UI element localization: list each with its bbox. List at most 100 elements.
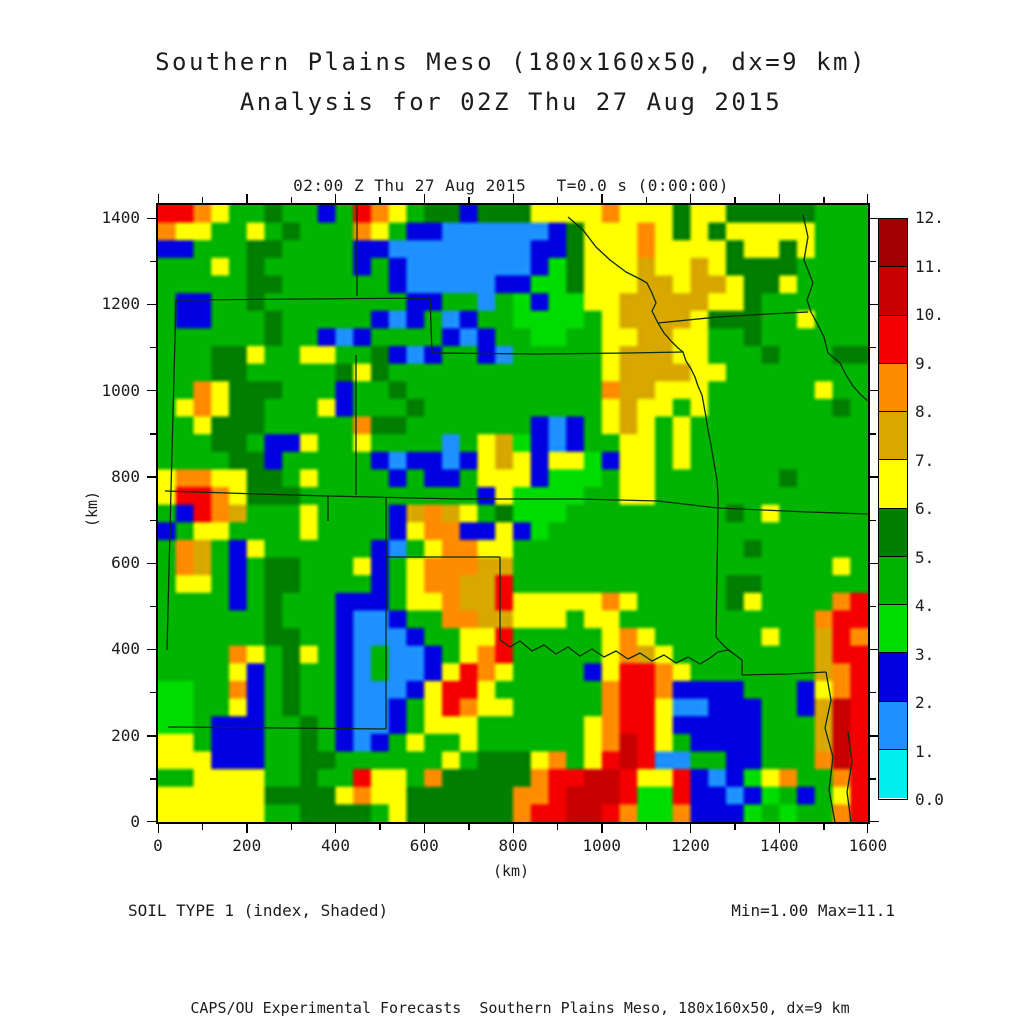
axis-tick — [201, 824, 204, 830]
axis-tick — [147, 217, 156, 219]
axis-tick — [246, 194, 248, 203]
axis-tick — [150, 346, 156, 349]
state-border-line — [167, 726, 387, 730]
field-label: SOIL TYPE 1 (index, Shaded) — [128, 901, 389, 920]
colorbar-label: 12. — [915, 208, 944, 227]
state-border-line — [715, 509, 719, 638]
state-border-line — [175, 297, 431, 301]
axis-tick — [870, 519, 876, 521]
axis-tick — [147, 476, 156, 478]
y-tick-label: 600 — [111, 553, 140, 573]
x-tick-label: 200 — [232, 836, 262, 855]
y-tick-label: 800 — [111, 466, 140, 486]
axis-tick — [645, 824, 648, 830]
colorbar-block — [879, 412, 907, 461]
axis-tick — [734, 197, 736, 203]
state-borders-overlay — [164, 205, 868, 822]
axis-tick — [147, 390, 156, 392]
axis-tick — [512, 824, 514, 833]
colorbar-block — [879, 749, 907, 798]
axis-tick — [150, 519, 156, 521]
axis-tick — [157, 824, 159, 833]
axis-tick — [147, 303, 156, 306]
axis-tick — [147, 820, 156, 822]
colorbar-block — [879, 556, 907, 605]
axis-tick — [690, 194, 692, 203]
colorbar-label: 8. — [915, 402, 935, 421]
axis-tick — [147, 648, 156, 651]
axis-tick — [335, 194, 337, 203]
axis-tick — [870, 778, 876, 780]
axis-tick — [290, 197, 293, 203]
colorbar-label: 0.0 — [915, 790, 944, 809]
colorbar-label: 4. — [915, 596, 935, 615]
colorbar-blocks — [878, 218, 908, 800]
axis-tick — [150, 778, 156, 780]
soil-type-heatmap — [158, 205, 868, 822]
axis-tick — [645, 197, 648, 203]
axis-tick — [157, 194, 159, 203]
axis-tick — [423, 824, 426, 833]
x-tick-label: 800 — [498, 836, 528, 855]
colorbar-label: 5. — [915, 547, 935, 567]
axis-tick — [379, 824, 381, 830]
x-tick-label: 1000 — [582, 836, 622, 855]
axis-tick — [870, 692, 876, 694]
y-tick-label: 1200 — [101, 294, 140, 314]
axis-tick — [870, 648, 879, 651]
axis-tick — [468, 197, 470, 203]
axis-tick — [379, 197, 381, 203]
title-line-1: Southern Plains Meso (180x160x50, dx=9 k… — [155, 48, 867, 76]
state-border-line — [166, 299, 177, 651]
axis-tick — [870, 217, 879, 219]
axis-tick — [246, 824, 248, 833]
y-tick-label: 200 — [111, 725, 140, 745]
colorbar-block — [879, 363, 907, 412]
axis-tick — [870, 820, 879, 822]
title-line-2: Analysis for 02Z Thu 27 Aug 2015 — [239, 88, 783, 116]
axis-tick — [690, 824, 692, 833]
state-border-line — [846, 731, 853, 822]
colorbar-label: 9. — [915, 353, 935, 373]
axis-tick — [870, 562, 879, 565]
colorbar-block — [879, 219, 907, 268]
colorbar-label: 1. — [915, 741, 935, 761]
state-border-line — [431, 351, 684, 355]
x-tick-label: 400 — [321, 836, 350, 855]
axis-tick — [870, 476, 879, 478]
axis-tick — [870, 303, 879, 306]
colorbar-label: 11. — [915, 256, 944, 276]
state-border-line — [164, 490, 868, 515]
axis-tick — [335, 824, 337, 833]
colorbar-block — [879, 653, 907, 702]
y-tick-label: 400 — [111, 639, 140, 659]
colorbar-block — [879, 315, 907, 364]
plot-timestamp: 02:00 Z Thu 27 Aug 2015 T=0.0 s (0:00:00… — [293, 176, 729, 195]
axis-tick — [423, 194, 426, 203]
colorbar-block — [879, 701, 907, 750]
axis-tick — [150, 433, 156, 435]
axis-tick — [866, 824, 868, 833]
y-tick-label: 0 — [130, 812, 140, 831]
colorbar-label: 3. — [915, 644, 935, 664]
y-axis-unit-label: (km) — [83, 490, 102, 528]
colorbar-label: 2. — [915, 693, 935, 712]
state-border-line — [429, 297, 433, 354]
axis-tick — [556, 824, 559, 830]
axis-tick — [290, 824, 293, 830]
x-tick-label: 0 — [153, 836, 163, 855]
axis-tick — [601, 824, 603, 833]
axis-tick — [150, 260, 156, 263]
state-border-line — [824, 671, 836, 822]
map-plot-frame — [147, 194, 879, 833]
axis-tick — [870, 346, 876, 349]
axis-tick — [147, 735, 156, 737]
y-tick-label: 1000 — [101, 380, 140, 400]
colorbar-label: 6. — [915, 499, 935, 518]
min-max-stats: Min=1.00 Max=11.1 — [731, 901, 895, 920]
axis-tick — [823, 197, 825, 203]
x-axis-unit-label: (km) — [492, 862, 530, 880]
axis-tick — [778, 194, 781, 203]
colorbar-block — [879, 267, 907, 316]
axis-tick — [147, 562, 156, 565]
